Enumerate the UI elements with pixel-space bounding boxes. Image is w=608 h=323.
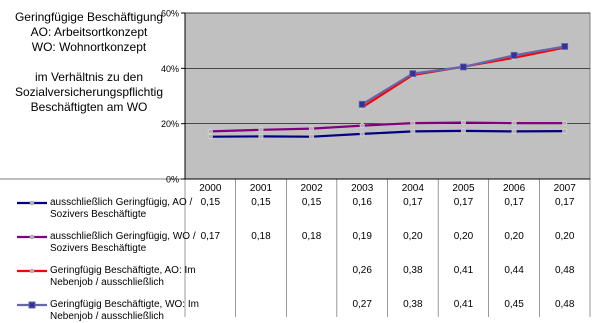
y-tick-label: 40% bbox=[161, 64, 179, 74]
legend-marker bbox=[29, 268, 35, 274]
table-cell: 0,26 bbox=[352, 265, 372, 276]
table-cell: 0,17 bbox=[554, 197, 575, 208]
legend-label-line: Nebenjob / ausschließlich bbox=[50, 311, 164, 322]
legend-label-line: Geringfügig Beschäftigte, AO: Im bbox=[50, 265, 196, 276]
series-line-1 bbox=[210, 129, 565, 138]
legend-marker bbox=[29, 200, 35, 206]
data-point bbox=[309, 126, 315, 132]
legend-symbol bbox=[17, 234, 47, 240]
x-tick-label: 2003 bbox=[351, 183, 374, 194]
data-point bbox=[207, 128, 213, 134]
legend-label: Geringfügig Beschäftigte, AO: Im Nebenjob… bbox=[50, 265, 210, 289]
series-lines bbox=[207, 43, 569, 140]
x-tick-label: 2000 bbox=[199, 183, 222, 194]
caption-line: AO: Arbeitsortkonzept bbox=[30, 25, 148, 39]
x-tick-label: 2001 bbox=[249, 183, 273, 194]
table-cell: 0,17 bbox=[403, 197, 423, 208]
data-point bbox=[460, 120, 466, 126]
data-point bbox=[562, 128, 568, 134]
y-tick-label: 0% bbox=[166, 175, 179, 185]
table-cell: 0,41 bbox=[453, 299, 474, 310]
data-point bbox=[511, 128, 517, 134]
table-cell: 0,38 bbox=[403, 299, 423, 310]
table-cell: 0,41 bbox=[453, 265, 474, 276]
table-cell: 0,20 bbox=[504, 231, 524, 242]
data-point bbox=[258, 133, 264, 139]
caption-line: im Verhältnis zu den bbox=[34, 70, 144, 84]
legend-label: Geringfügig Beschäftigte, WO: Im Nebenjob… bbox=[50, 299, 210, 323]
caption-line: Geringfügige Beschäftigung bbox=[14, 10, 164, 24]
legend-marker bbox=[28, 301, 36, 309]
data-table-grid bbox=[0, 178, 591, 317]
y-tick-label: 20% bbox=[161, 119, 179, 129]
legend-label-line: ausschließlich Geringfügig, WO / bbox=[50, 231, 196, 242]
table-cell: 0,48 bbox=[554, 265, 575, 276]
data-point bbox=[359, 131, 365, 137]
legend-symbol bbox=[17, 200, 47, 206]
caption-line: Beschäftigten am WO bbox=[30, 100, 148, 114]
data-point bbox=[409, 70, 417, 77]
data-point bbox=[410, 128, 416, 134]
data-point bbox=[460, 128, 466, 134]
legend-symbol bbox=[17, 301, 47, 309]
data-point bbox=[510, 51, 518, 59]
data-point bbox=[207, 134, 213, 140]
x-tick-label: 2004 bbox=[401, 183, 424, 194]
y-tick-label: 60% bbox=[161, 9, 179, 19]
plot-background bbox=[184, 12, 591, 180]
legend-label: ausschließlich Geringfügig, WO / Sozivers… bbox=[50, 231, 210, 255]
table-cell: 0,45 bbox=[504, 299, 524, 310]
data-point bbox=[511, 120, 517, 126]
table-cell: 0,48 bbox=[554, 299, 575, 310]
data-point bbox=[358, 100, 366, 108]
data-point bbox=[460, 63, 467, 71]
table-cell: 0,15 bbox=[251, 197, 271, 208]
table-cell: 0,17 bbox=[504, 197, 524, 208]
legend-label-line: Geringfügig Beschäftigte, WO: Im bbox=[50, 299, 199, 310]
plot-area bbox=[184, 12, 591, 180]
x-tick-label: 2006 bbox=[502, 183, 526, 194]
data-point bbox=[561, 43, 569, 50]
series-line-2 bbox=[210, 121, 565, 133]
table-cell: 0,38 bbox=[403, 265, 423, 276]
caption-line: Sozialversicherungspflichtig bbox=[14, 85, 164, 99]
table-cell: 0,15 bbox=[200, 197, 221, 208]
legend-label-line: Sozivers Beschäftigte bbox=[50, 243, 147, 254]
legend-symbol bbox=[17, 268, 47, 274]
x-tick-label: 2007 bbox=[553, 183, 576, 194]
table-cell: 0,15 bbox=[301, 197, 322, 208]
data-point bbox=[410, 120, 416, 126]
table-cell: 0,17 bbox=[453, 197, 474, 208]
data-point bbox=[309, 134, 315, 140]
table-cell: 0,17 bbox=[200, 231, 221, 242]
legend-label-line: Nebenjob / ausschließlich bbox=[50, 277, 164, 288]
caption-line: WO: Wohnortkonzept bbox=[31, 40, 147, 54]
data-point bbox=[258, 127, 264, 133]
table-cell: 0,20 bbox=[554, 231, 575, 242]
x-tick-label: 2005 bbox=[452, 183, 475, 194]
table-cell: 0,16 bbox=[352, 197, 372, 208]
data-point bbox=[562, 120, 568, 126]
data-point bbox=[359, 123, 365, 129]
table-cell: 0,20 bbox=[403, 231, 423, 242]
table-cell: 0,18 bbox=[251, 231, 271, 242]
x-tick-label: 2002 bbox=[300, 183, 323, 194]
table-cell: 0,27 bbox=[352, 299, 372, 310]
legend-label-line: ausschließlich Geringfügig, AO / bbox=[50, 197, 193, 208]
chart-caption: Geringfügige Beschäftigung AO: Arbeitsor… bbox=[0, 10, 178, 115]
table-cell: 0,18 bbox=[301, 231, 322, 242]
table-cell: 0,20 bbox=[453, 231, 474, 242]
table-cell: 0,44 bbox=[504, 265, 524, 276]
legend-label: ausschließlich Geringfügig, AO / Sozivers… bbox=[50, 197, 210, 221]
legend-marker bbox=[29, 234, 35, 240]
table-cell: 0,19 bbox=[352, 231, 372, 242]
legend-label-line: Sozivers Beschäftigte bbox=[50, 209, 147, 220]
